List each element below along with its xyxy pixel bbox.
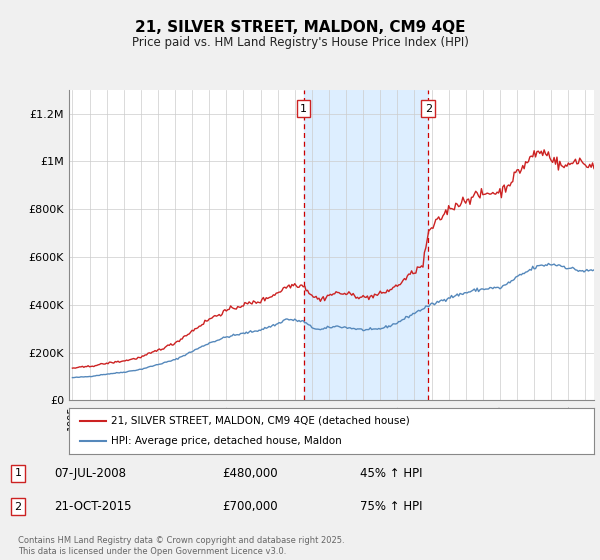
Text: 21, SILVER STREET, MALDON, CM9 4QE: 21, SILVER STREET, MALDON, CM9 4QE: [135, 20, 465, 35]
Text: 07-JUL-2008: 07-JUL-2008: [54, 466, 126, 480]
Text: 21-OCT-2015: 21-OCT-2015: [54, 500, 131, 514]
Text: 1: 1: [14, 468, 22, 478]
Text: Price paid vs. HM Land Registry's House Price Index (HPI): Price paid vs. HM Land Registry's House …: [131, 36, 469, 49]
Text: 2: 2: [14, 502, 22, 512]
Text: £480,000: £480,000: [222, 466, 278, 480]
Text: 21, SILVER STREET, MALDON, CM9 4QE (detached house): 21, SILVER STREET, MALDON, CM9 4QE (deta…: [111, 416, 410, 426]
Text: Contains HM Land Registry data © Crown copyright and database right 2025.
This d: Contains HM Land Registry data © Crown c…: [18, 536, 344, 556]
Text: 1: 1: [300, 104, 307, 114]
Text: £700,000: £700,000: [222, 500, 278, 514]
Text: HPI: Average price, detached house, Maldon: HPI: Average price, detached house, Mald…: [111, 436, 342, 446]
Text: 45% ↑ HPI: 45% ↑ HPI: [360, 466, 422, 480]
Text: 2: 2: [425, 104, 432, 114]
Text: 75% ↑ HPI: 75% ↑ HPI: [360, 500, 422, 514]
Bar: [304, 90, 428, 400]
